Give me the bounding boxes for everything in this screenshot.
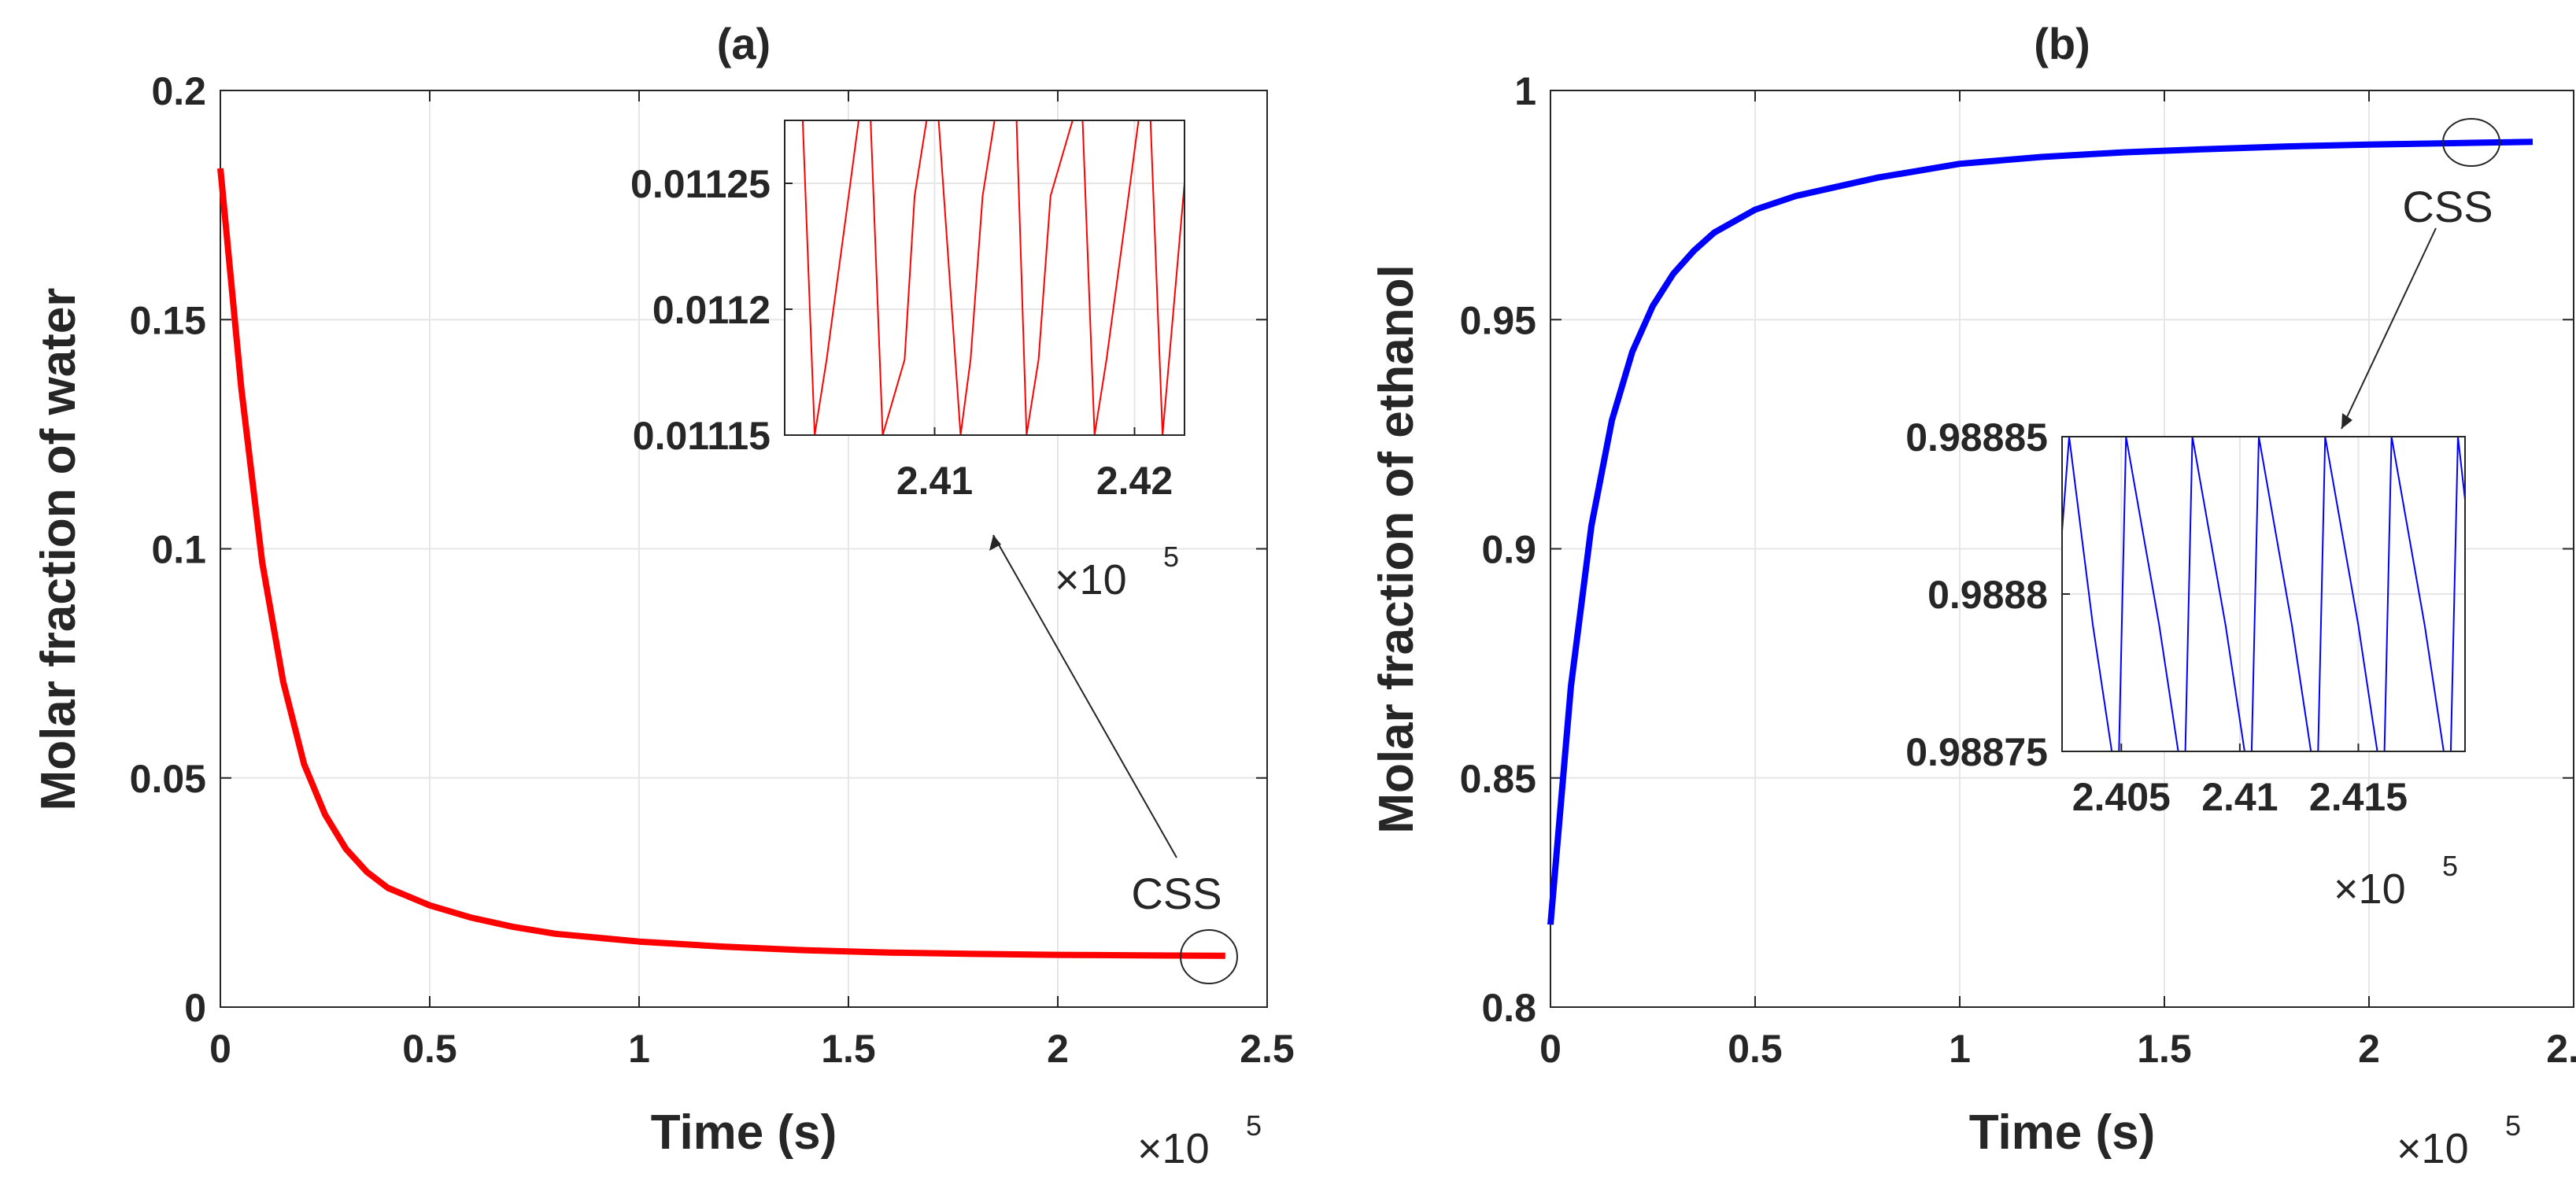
x-tick-label: 1.5 — [821, 1027, 876, 1071]
y-tick-label: 0 — [184, 986, 206, 1030]
panel-a-arrow-line — [992, 534, 1177, 858]
inset-y-tick-label: 0.0112 — [652, 288, 771, 332]
panel-b-inset-x-multiplier-base: ×10 — [2334, 865, 2406, 913]
x-tick-label: 2 — [2358, 1027, 2380, 1071]
panel-a-inset-x-multiplier-base: ×10 — [1055, 556, 1127, 603]
y-tick-label: 0.05 — [130, 757, 206, 801]
panel-b-x-multiplier-base: ×10 — [2397, 1125, 2469, 1172]
panel-a-arrow-head — [989, 535, 1001, 551]
panel-a-series-line — [217, 168, 1225, 959]
panel-a-css-circle — [1180, 929, 1238, 984]
x-tick-label: 2 — [1047, 1027, 1069, 1071]
panel-b-series-line — [1547, 138, 2533, 925]
y-tick-label: 0.8 — [1481, 986, 1536, 1030]
panel-a-inset-ticks: 2.41 2.42 0.01115 0.0112 0.01125 — [630, 162, 1173, 503]
inset-x-tick-label: 2.42 — [1096, 459, 1173, 503]
y-tick-label: 0.85 — [1460, 757, 1536, 801]
panel-a-y-label: Molar fraction of water — [31, 288, 86, 811]
panel-b-css-circle — [2442, 118, 2500, 167]
y-tick-label: 0.2 — [151, 69, 206, 113]
y-tick-label: 1 — [1514, 69, 1536, 113]
panel-b-y-label: Molar fraction of ethanol — [1369, 264, 1424, 833]
inset-y-tick-label: 0.98885 — [1905, 415, 2048, 459]
y-tick-label: 0.95 — [1460, 298, 1536, 342]
panel-b-inset-x-multiplier-exp: 5 — [2442, 850, 2458, 882]
inset-x-tick-label: 2.415 — [2309, 775, 2408, 819]
panel-b-title: (b) — [2034, 19, 2090, 68]
panel-b-css-label: CSS — [2402, 182, 2493, 231]
panel-b-x-label: Time (s) — [1969, 1105, 2156, 1160]
panel-a-ticks: 0 0.5 1 1.5 2 2.5 0 0.05 0.1 0.15 0.2 — [130, 69, 1295, 1071]
y-tick-label: 0.1 — [151, 528, 206, 572]
inset-y-tick-label: 0.98875 — [1905, 730, 2048, 774]
inset-x-tick-label: 2.405 — [2072, 775, 2171, 819]
x-tick-label: 1 — [628, 1027, 650, 1071]
panel-a-inset: 2.41 2.42 0.01115 0.0112 0.01125 ×10 5 — [630, 120, 1185, 603]
panel-b: 0 0.5 1 1.5 2 2.5 0.8 0.85 0.9 0.95 1 (b) Time (s)… — [1369, 19, 2576, 1172]
panel-a-title: (a) — [717, 19, 771, 68]
panel-a-x-multiplier-exp: 5 — [1246, 1109, 1262, 1142]
panel-b-arrow-line — [2341, 227, 2437, 430]
y-tick-label: 0.15 — [130, 298, 206, 342]
x-tick-label: 0 — [1539, 1027, 1561, 1071]
panel-b-inset-ticks: 2.405 2.41 2.415 0.98875 0.9888 0.98885 — [1905, 415, 2408, 819]
panel-b-ticks: 0 0.5 1 1.5 2 2.5 0.8 0.85 0.9 0.95 1 — [1460, 69, 2576, 1071]
x-tick-label: 1 — [1949, 1027, 1971, 1071]
panel-b-x-multiplier: ×10 5 — [2397, 1109, 2521, 1172]
panel-b-x-multiplier-exp: 5 — [2505, 1109, 2521, 1142]
panel-a-x-label: Time (s) — [651, 1105, 837, 1160]
y-tick-label: 0.9 — [1481, 528, 1536, 572]
inset-y-tick-label: 0.01115 — [633, 414, 771, 458]
panel-a-x-multiplier-base: ×10 — [1137, 1125, 1210, 1172]
x-tick-label: 2.5 — [2546, 1027, 2576, 1071]
panel-a-inset-x-multiplier-exp: 5 — [1163, 541, 1179, 573]
x-tick-label: 2.5 — [1240, 1027, 1295, 1071]
panel-a-x-multiplier: ×10 5 — [1137, 1109, 1262, 1172]
panel-a-css-label: CSS — [1131, 869, 1221, 918]
inset-x-tick-label: 2.41 — [896, 459, 973, 503]
panel-b-inset: 2.405 2.41 2.415 0.98875 0.9888 0.98885 ×10 5 — [1905, 415, 2466, 913]
panel-a-inset-line — [785, 120, 1185, 436]
inset-y-tick-label: 0.01125 — [630, 162, 771, 206]
inset-y-tick-label: 0.9888 — [1927, 573, 2048, 617]
x-tick-label: 1.5 — [2137, 1027, 2192, 1071]
panel-b-arrow-head — [2341, 413, 2352, 429]
panel-a: 0 0.5 1 1.5 2 2.5 0 0.05 0.1 0.15 0.2 (a) Time (s)… — [31, 19, 1295, 1172]
inset-x-tick-label: 2.41 — [2201, 775, 2278, 819]
x-tick-label: 0 — [209, 1027, 231, 1071]
panel-a-inset-box — [784, 120, 1185, 436]
x-tick-label: 0.5 — [402, 1027, 457, 1071]
panel-a-inset-area — [785, 120, 1185, 435]
x-tick-label: 0.5 — [1728, 1027, 1783, 1071]
